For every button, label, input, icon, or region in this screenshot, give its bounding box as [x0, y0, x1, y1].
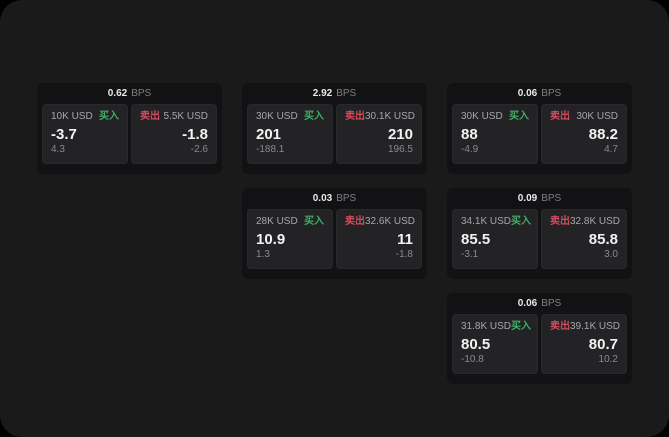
bps-value: 0.03 [312, 193, 333, 204]
bps-unit-label: BPS [541, 88, 562, 99]
sell-side-label: 卖出 [140, 111, 160, 122]
bps-unit-label: BPS [541, 298, 562, 309]
buy-change: 1.3 [256, 249, 270, 260]
sell-change: 196.5 [387, 144, 413, 155]
bps-unit-label: BPS [336, 193, 357, 204]
buy-amount: 34.1K USD [461, 216, 512, 227]
sell-price: 85.8 [588, 231, 618, 248]
sell-amount: 30.1K USD [365, 111, 416, 122]
bps-unit-label: BPS [131, 88, 152, 99]
buy-amount: 30K USD [461, 111, 503, 122]
card-header: 2.92 BPS [242, 83, 427, 104]
quote-panels: 10K USD 买入 -3.7 4.3 卖出 5.5K USD -1.8 -2.… [37, 104, 222, 169]
sell-price: 80.7 [588, 336, 618, 353]
sell-panel[interactable]: 卖出 5.5K USD -1.8 -2.6 [131, 104, 217, 164]
quote-card: 0.06 BPS 30K USD 买入 88 -4.9 卖出 30K USD 8… [447, 83, 632, 174]
bps-value: 2.92 [312, 88, 333, 99]
sell-amount: 32.8K USD [570, 216, 621, 227]
sell-side-label: 卖出 [550, 321, 570, 332]
buy-panel[interactable]: 34.1K USD 买入 85.5 -3.1 [452, 209, 538, 269]
quote-card: 0.06 BPS 31.8K USD 买入 80.5 -10.8 卖出 39.1… [447, 293, 632, 384]
buy-panel[interactable]: 30K USD 买入 201 -188.1 [247, 104, 333, 164]
sell-price: -1.8 [182, 126, 208, 143]
quote-card: 2.92 BPS 30K USD 买入 201 -188.1 卖出 30.1K … [242, 83, 427, 174]
buy-price: 201 [256, 126, 282, 143]
sell-amount: 30K USD [576, 111, 618, 122]
sell-change: 4.7 [604, 144, 618, 155]
sell-panel[interactable]: 卖出 30.1K USD 210 196.5 [336, 104, 422, 164]
buy-side-label: 买入 [304, 111, 324, 122]
sell-amount: 5.5K USD [163, 111, 208, 122]
quote-panels: 28K USD 买入 10.9 1.3 卖出 32.6K USD 11 -1.8 [242, 209, 427, 274]
sell-amount: 32.6K USD [365, 216, 416, 227]
buy-amount: 28K USD [256, 216, 298, 227]
sell-change: 3.0 [604, 249, 618, 260]
quote-panels: 30K USD 买入 88 -4.9 卖出 30K USD 88.2 4.7 [447, 104, 632, 169]
bps-unit-label: BPS [336, 88, 357, 99]
quote-card: 0.62 BPS 10K USD 买入 -3.7 4.3 卖出 5.5K USD… [37, 83, 222, 174]
buy-change: 4.3 [51, 144, 65, 155]
buy-change: -10.8 [461, 354, 484, 365]
buy-amount: 30K USD [256, 111, 298, 122]
buy-change: -4.9 [461, 144, 479, 155]
sell-side-label: 卖出 [345, 111, 365, 122]
sell-side-label: 卖出 [550, 216, 570, 227]
buy-change: -188.1 [256, 144, 285, 155]
sell-price: 210 [387, 126, 413, 143]
sell-price: 88.2 [588, 126, 618, 143]
buy-price: 88 [461, 126, 478, 143]
bps-value: 0.62 [107, 88, 128, 99]
sell-side-label: 卖出 [345, 216, 365, 227]
buy-price: -3.7 [51, 126, 77, 143]
quote-panels: 30K USD 买入 201 -188.1 卖出 30.1K USD 210 1… [242, 104, 427, 169]
buy-change: -3.1 [461, 249, 479, 260]
buy-side-label: 买入 [509, 111, 529, 122]
sell-panel[interactable]: 卖出 32.8K USD 85.8 3.0 [541, 209, 627, 269]
bps-value: 0.09 [517, 193, 538, 204]
card-header: 0.06 BPS [447, 293, 632, 314]
sell-price: 11 [397, 231, 413, 248]
sell-panel[interactable]: 卖出 30K USD 88.2 4.7 [541, 104, 627, 164]
sell-change: 10.2 [598, 354, 618, 365]
bps-unit-label: BPS [541, 193, 562, 204]
sell-side-label: 卖出 [550, 111, 570, 122]
quote-card: 0.03 BPS 28K USD 买入 10.9 1.3 卖出 32.6K US… [242, 188, 427, 279]
buy-amount: 10K USD [51, 111, 93, 122]
buy-amount: 31.8K USD [461, 321, 512, 332]
card-header: 0.62 BPS [37, 83, 222, 104]
quote-panels: 31.8K USD 买入 80.5 -10.8 卖出 39.1K USD 80.… [447, 314, 632, 379]
bps-value: 0.06 [517, 88, 538, 99]
buy-panel[interactable]: 30K USD 买入 88 -4.9 [452, 104, 538, 164]
buy-panel[interactable]: 31.8K USD 买入 80.5 -10.8 [452, 314, 538, 374]
buy-panel[interactable]: 10K USD 买入 -3.7 4.3 [42, 104, 128, 164]
buy-panel[interactable]: 28K USD 买入 10.9 1.3 [247, 209, 333, 269]
quote-card: 0.09 BPS 34.1K USD 买入 85.5 -3.1 卖出 32.8K… [447, 188, 632, 279]
buy-side-label: 买入 [99, 111, 119, 122]
sell-change: -2.6 [190, 144, 208, 155]
card-header: 0.03 BPS [242, 188, 427, 209]
sell-change: -1.8 [395, 249, 413, 260]
buy-price: 85.5 [461, 231, 491, 248]
sell-panel[interactable]: 卖出 39.1K USD 80.7 10.2 [541, 314, 627, 374]
quote-panels: 34.1K USD 买入 85.5 -3.1 卖出 32.8K USD 85.8… [447, 209, 632, 274]
sell-amount: 39.1K USD [570, 321, 621, 332]
buy-side-label: 买入 [511, 321, 532, 332]
card-header: 0.06 BPS [447, 83, 632, 104]
buy-price: 80.5 [461, 336, 491, 353]
bps-value: 0.06 [517, 298, 538, 309]
sell-panel[interactable]: 卖出 32.6K USD 11 -1.8 [336, 209, 422, 269]
card-header: 0.09 BPS [447, 188, 632, 209]
buy-side-label: 买入 [304, 216, 324, 227]
buy-side-label: 买入 [511, 216, 532, 227]
buy-price: 10.9 [256, 231, 286, 248]
